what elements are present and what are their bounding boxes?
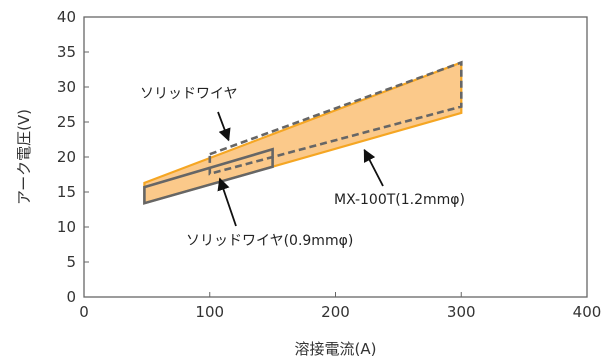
y-tick-label: 20 [57,148,76,166]
y-axis-title: アーク電圧(V) [15,109,33,205]
series-mx-100t-range [143,60,463,205]
x-axis-title: 溶接電流(A) [295,340,377,358]
y-tick-label: 35 [57,43,76,61]
annotation-label: ソリッドワイヤ [140,86,238,102]
x-tick-label: 200 [321,303,350,321]
y-tick-label: 30 [57,78,76,96]
y-tick-label: 0 [66,288,76,306]
x-tick-label: 100 [195,303,224,321]
y-tick-label: 15 [57,183,76,201]
x-tick-label: 300 [447,303,476,321]
y-tick-label: 5 [66,253,76,271]
annotation-label: MX-100T(1.2mmφ) [334,192,465,208]
annotation-arrow [217,177,237,227]
y-tick-label: 10 [57,218,76,236]
x-tick-label: 0 [79,303,89,321]
x-tick-label: 400 [573,303,602,321]
series-solid-wire-09-range [143,147,274,205]
annotation-arrow [363,148,384,187]
annotation-label: ソリッドワイヤ(0.9mmφ) [186,233,353,249]
y-tick-label: 40 [57,8,76,26]
plot-frame [83,16,588,298]
y-tick-label: 25 [57,113,76,131]
annotation-arrow [217,111,231,142]
